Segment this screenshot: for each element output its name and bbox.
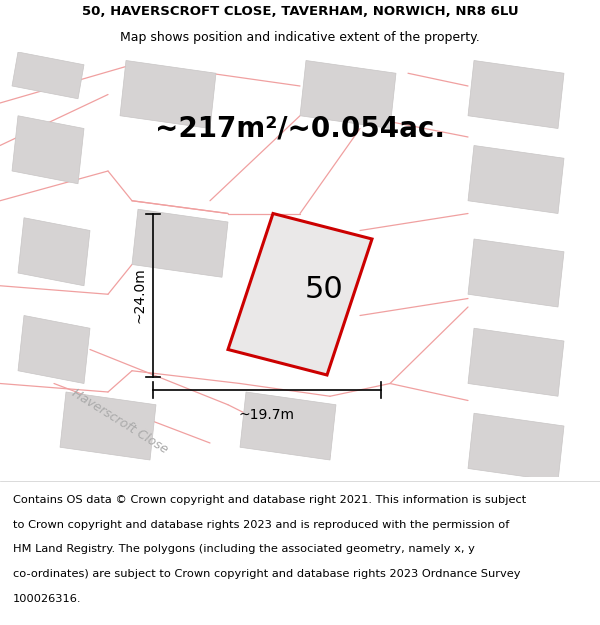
Polygon shape (12, 52, 84, 99)
Text: 50, HAVERSCROFT CLOSE, TAVERHAM, NORWICH, NR8 6LU: 50, HAVERSCROFT CLOSE, TAVERHAM, NORWICH… (82, 5, 518, 18)
Text: to Crown copyright and database rights 2023 and is reproduced with the permissio: to Crown copyright and database rights 2… (13, 519, 509, 529)
Polygon shape (468, 413, 564, 481)
Polygon shape (12, 116, 84, 184)
Text: Map shows position and indicative extent of the property.: Map shows position and indicative extent… (120, 31, 480, 44)
Text: Contains OS data © Crown copyright and database right 2021. This information is : Contains OS data © Crown copyright and d… (13, 495, 526, 505)
Polygon shape (18, 217, 90, 286)
Polygon shape (228, 214, 372, 375)
Text: HM Land Registry. The polygons (including the associated geometry, namely x, y: HM Land Registry. The polygons (includin… (13, 544, 475, 554)
Polygon shape (120, 61, 216, 129)
Text: ~217m²/~0.054ac.: ~217m²/~0.054ac. (155, 114, 445, 142)
Text: 50: 50 (305, 276, 343, 304)
Polygon shape (132, 209, 228, 278)
Polygon shape (468, 239, 564, 307)
Text: 100026316.: 100026316. (13, 594, 82, 604)
Polygon shape (468, 146, 564, 214)
Text: co-ordinates) are subject to Crown copyright and database rights 2023 Ordnance S: co-ordinates) are subject to Crown copyr… (13, 569, 521, 579)
Polygon shape (468, 328, 564, 396)
Text: Haverscroft Close: Haverscroft Close (70, 387, 170, 457)
Polygon shape (468, 61, 564, 129)
Polygon shape (60, 392, 156, 460)
Polygon shape (240, 392, 336, 460)
Text: ~19.7m: ~19.7m (239, 408, 295, 422)
Polygon shape (18, 316, 90, 384)
Text: ~24.0m: ~24.0m (133, 268, 147, 323)
Polygon shape (300, 61, 396, 129)
